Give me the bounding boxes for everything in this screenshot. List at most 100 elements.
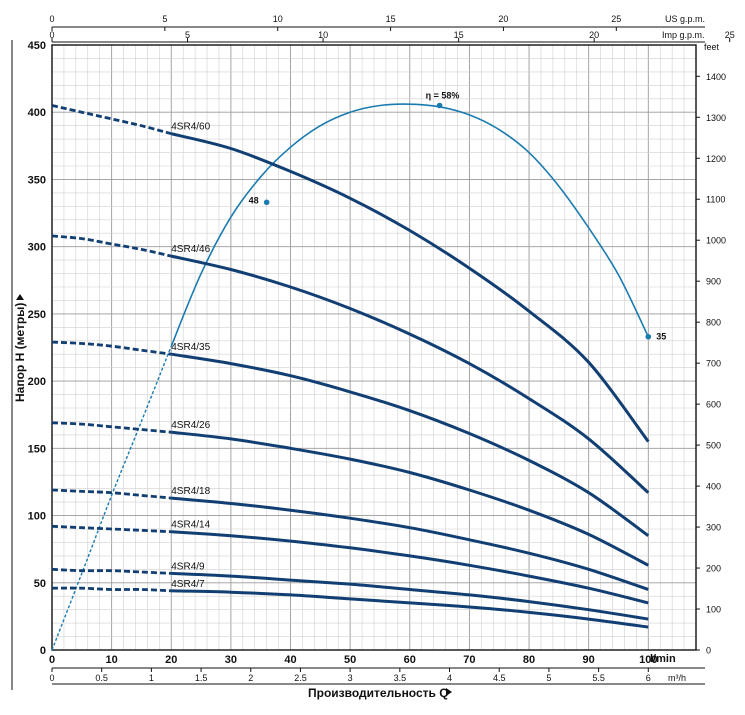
pump-curve-dashed xyxy=(51,567,172,575)
x-tick-label-m3h: 3.5 xyxy=(394,673,407,683)
x-tick-label-imp-gpm: 5 xyxy=(185,30,190,40)
pump-curve xyxy=(171,589,649,629)
y-axis-title: Напор H (метры) xyxy=(13,303,27,402)
x-tick-label-us-gpm: 25 xyxy=(611,14,621,24)
pump-curve-label: 4SR4/35 xyxy=(171,342,210,353)
x-tick-label-imp-gpm: 0 xyxy=(49,30,54,40)
efficiency-point-label: 48 xyxy=(249,195,259,205)
x-tick-label-m3h: 5.5 xyxy=(592,673,605,683)
feet-tick-label: 200 xyxy=(706,564,721,574)
x-tick-label-m3h: 3 xyxy=(348,673,353,683)
x-tick-label-imp-gpm: 15 xyxy=(454,30,464,40)
pump-curve-dashed xyxy=(51,524,172,534)
feet-tick-label: 100 xyxy=(706,605,721,615)
x-tick-label-lmin: 70 xyxy=(463,654,475,666)
y-tick-label: 350 xyxy=(28,174,46,186)
x-tick-label-m3h: 0 xyxy=(49,673,54,683)
x-axis-arrow-icon xyxy=(446,688,452,696)
pump-curve-label: 4SR4/7 xyxy=(171,579,205,590)
x-unit-imp-gpm: Imp g.p.m. xyxy=(662,30,705,40)
efficiency-point-label: 35 xyxy=(656,332,666,342)
feet-tick-label: 0 xyxy=(706,646,711,656)
y-tick-label: 0 xyxy=(40,645,46,657)
pump-curve xyxy=(171,352,650,537)
x-tick-label-imp-gpm: 10 xyxy=(318,30,328,40)
x-tick-label-m3h: 2 xyxy=(248,673,253,683)
x-tick-label-m3h: 2.5 xyxy=(294,673,307,683)
feet-tick-label: 300 xyxy=(706,523,721,533)
pump-curve xyxy=(170,254,650,494)
x-tick-label-us-gpm: 0 xyxy=(49,14,54,24)
x-tick-label-lmin: 10 xyxy=(106,654,118,666)
x-unit-lmin: l/min xyxy=(650,653,676,665)
x-tick-label-m3h: 6 xyxy=(646,673,651,683)
pump-curve xyxy=(171,430,649,567)
pump-curve xyxy=(171,571,649,621)
x-unit-us-gpm: US g.p.m. xyxy=(665,14,705,24)
y-unit-feet: feet xyxy=(704,42,720,52)
y-tick-label: 100 xyxy=(28,511,46,523)
x-tick-label-us-gpm: 20 xyxy=(498,14,508,24)
pump-curve xyxy=(170,132,650,443)
feet-tick-label: 1200 xyxy=(706,154,726,164)
feet-tick-label: 1100 xyxy=(706,195,725,205)
x-tick-label-lmin: 60 xyxy=(404,654,416,666)
x-tick-label-m3h: 4.5 xyxy=(493,673,506,683)
x-axis-title: Производительность Q xyxy=(308,686,449,700)
feet-tick-label: 900 xyxy=(706,277,721,287)
pump-curve-label: 4SR4/60 xyxy=(171,122,210,133)
efficiency-curve xyxy=(170,103,650,347)
labels-layer: 0501001502002503003504004500100200300400… xyxy=(28,14,735,683)
feet-tick-label: 600 xyxy=(706,400,721,410)
curves-layer xyxy=(51,102,652,651)
efficiency-curve-dashed xyxy=(51,345,172,651)
x-tick-label-m3h: 5 xyxy=(546,673,551,683)
feet-tick-label: 500 xyxy=(706,441,721,451)
feet-tick-label: 1400 xyxy=(706,72,726,82)
x-tick-label-lmin: 30 xyxy=(225,654,237,666)
pump-curve-dashed xyxy=(51,488,172,500)
plot-frame xyxy=(51,44,697,651)
efficiency-point xyxy=(436,102,443,109)
y-tick-label: 450 xyxy=(28,40,46,52)
x-tick-label-lmin: 40 xyxy=(284,654,296,666)
pump-curve-label: 4SR4/18 xyxy=(171,486,210,497)
y-tick-label: 200 xyxy=(28,376,46,388)
efficiency-point xyxy=(645,333,652,340)
pump-curve-dashed xyxy=(51,340,172,356)
y-axis-arrow-icon xyxy=(16,294,24,300)
x-tick-label-lmin: 90 xyxy=(583,654,595,666)
pump-curve-label: 4SR4/46 xyxy=(171,244,210,255)
x-tick-label-lmin: 20 xyxy=(165,654,177,666)
feet-tick-label: 1300 xyxy=(706,113,726,123)
efficiency-point xyxy=(263,199,270,206)
grid-layer xyxy=(51,44,697,651)
x-tick-label-us-gpm: 10 xyxy=(273,14,283,24)
y-tick-label: 150 xyxy=(28,443,46,455)
efficiency-max-label: η = 58% xyxy=(426,91,460,101)
x-tick-label-us-gpm: 5 xyxy=(162,14,167,24)
x-tick-label-us-gpm: 15 xyxy=(386,14,396,24)
feet-tick-label: 400 xyxy=(706,482,721,492)
y-tick-label: 250 xyxy=(28,309,46,321)
feet-tick-label: 1000 xyxy=(706,236,726,246)
x-unit-m3h: m³/h xyxy=(668,673,686,683)
y-tick-label: 300 xyxy=(28,242,46,254)
x-tick-label-m3h: 1 xyxy=(149,673,154,683)
x-tick-label-lmin: 80 xyxy=(523,654,535,666)
pump-curve-dashed xyxy=(51,104,172,136)
pump-curve-dashed xyxy=(51,586,172,593)
pump-curve-dashed xyxy=(51,421,172,434)
feet-tick-label: 700 xyxy=(706,359,721,369)
x-tick-label-imp-gpm: 25 xyxy=(725,30,735,40)
pump-curve-label: 4SR4/14 xyxy=(171,520,210,531)
x-tick-label-imp-gpm: 20 xyxy=(589,30,599,40)
x-tick-label-m3h: 4 xyxy=(447,673,452,683)
x-tick-label-lmin: 100 xyxy=(639,654,657,666)
feet-tick-label: 800 xyxy=(706,318,721,328)
y-tick-label: 400 xyxy=(28,107,46,119)
x-tick-label-m3h: 1.5 xyxy=(195,673,208,683)
pump-curve xyxy=(171,530,649,605)
x-tick-label-lmin: 0 xyxy=(49,654,55,666)
